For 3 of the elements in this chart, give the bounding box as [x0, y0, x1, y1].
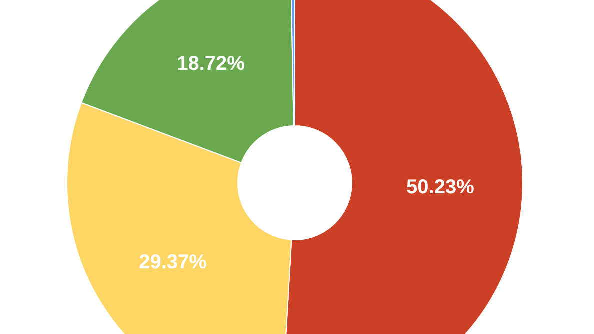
data-label: 18.72%: [177, 53, 246, 76]
data-label: 29.37%: [139, 251, 208, 274]
data-label: 50.23%: [406, 176, 475, 198]
